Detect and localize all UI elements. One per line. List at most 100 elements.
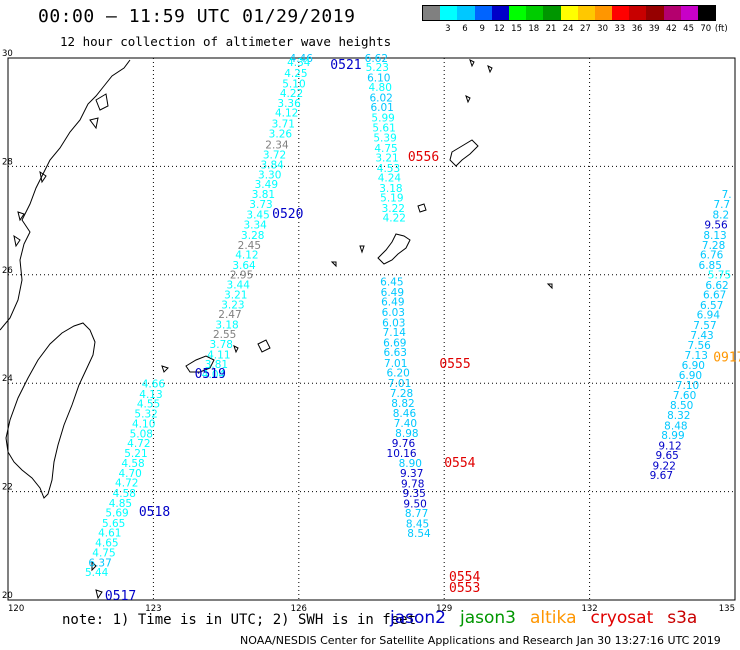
page-subtitle: 12 hour collection of altimeter wave hei… xyxy=(60,34,392,49)
wave-height-value: 9.35 xyxy=(402,488,425,500)
wave-height-value: 8.50 xyxy=(670,400,693,412)
wave-height-value: 8.2 xyxy=(712,209,729,221)
satellite-jason3: jason3 xyxy=(460,608,516,628)
wave-height-value: 4.85 xyxy=(109,498,132,510)
legend-label: 18 xyxy=(528,24,540,34)
wave-height-value: 7.56 xyxy=(687,340,711,352)
wave-height-value: 3.84 xyxy=(260,160,284,172)
wave-height-value: 6.62 xyxy=(365,53,388,65)
legend-label: 42 xyxy=(665,24,677,34)
wave-height-value: 6.76 xyxy=(700,250,724,262)
wave-height-value: 4.34 xyxy=(287,57,311,69)
legend-label: 70 xyxy=(700,24,712,34)
wave-height-value: 9.50 xyxy=(403,498,426,510)
legend-swatch xyxy=(698,6,716,20)
wave-height-value: 4.72 xyxy=(115,478,138,490)
credit-line: NOAA/NESDIS Center for Satellite Applica… xyxy=(240,634,721,647)
wave-height-value: 5.69 xyxy=(105,508,128,520)
satellite-s3a: s3a xyxy=(667,608,698,628)
wave-height-value: 3.49 xyxy=(255,179,278,191)
wave-height-value: 6.03 xyxy=(382,317,405,329)
china-coastline xyxy=(0,59,131,331)
legend-label: 30 xyxy=(597,24,609,34)
wave-height-value: 6.94 xyxy=(697,310,721,322)
axis-tick-labels: 120 123 126 129 132 135 30 28 26 24 22 20 xyxy=(2,49,735,614)
taiwan-coastline xyxy=(5,322,96,499)
wave-height-value: 6.90 xyxy=(679,370,702,382)
wave-height-value: 3.34 xyxy=(243,220,267,232)
wave-height-value: 4.10 xyxy=(132,419,155,431)
wave-height-value: 5.75 xyxy=(708,270,731,282)
wave-height-value: 6.63 xyxy=(384,347,407,359)
wave-height-value: 9.56 xyxy=(704,220,728,232)
pass-label: 0553 xyxy=(449,581,480,596)
wave-height-value: 3.36 xyxy=(277,98,301,110)
legend-swatches xyxy=(422,5,717,21)
wave-height-value: 4.22 xyxy=(280,88,303,100)
wave-height-value: 4.13 xyxy=(139,389,162,401)
legend-labels: 3 6 9 12 15 18 21 24 27 30 33 36 39 42 45 70 (ft) xyxy=(422,21,728,35)
wave-height-value: 6.45 xyxy=(380,277,403,289)
wave-height-tracks: 4.464.344.255.104.223.364.123.713.262.34… xyxy=(85,53,732,579)
legend-label: 6 xyxy=(462,24,468,34)
wave-height-value: 3.30 xyxy=(258,169,281,181)
wave-height-value: 4.04 xyxy=(202,369,226,381)
wave-height-value: 7.28 xyxy=(390,388,413,400)
wave-height-value: 4.75 xyxy=(374,143,397,155)
lat-tick-label: 24 xyxy=(2,374,13,384)
wave-height-value: 4.55 xyxy=(137,399,160,411)
wave-height-value: 3.21 xyxy=(375,153,398,165)
wave-height-value: 9.78 xyxy=(401,478,424,490)
satellite-list: jason2 jason3 altika cryosat s3a xyxy=(390,608,711,628)
legend-swatch xyxy=(646,6,664,20)
wave-height-value: 4.61 xyxy=(98,528,121,540)
wave-height-value: 7.01 xyxy=(384,358,407,370)
wave-height-value: 6.01 xyxy=(370,102,393,114)
wave-height-value: 2.55 xyxy=(213,329,236,341)
wave-height-value: 5.44 xyxy=(85,567,109,579)
wave-height-value: 10.16 xyxy=(387,448,417,460)
pass-labels: 0521055605200519055505540518091705540553… xyxy=(105,58,740,604)
wave-height-value: 5.32 xyxy=(134,408,157,420)
wave-height-value: 7.01 xyxy=(388,378,411,390)
pass-label: 0521 xyxy=(330,58,361,73)
wave-height-value: 3.78 xyxy=(210,339,233,351)
pass-label: 0556 xyxy=(408,150,439,165)
wave-height-value: 7.40 xyxy=(394,418,417,430)
legend-swatch xyxy=(577,6,595,20)
pass-label: 0518 xyxy=(139,505,170,520)
wave-height-value: 9.22 xyxy=(653,460,676,472)
color-legend: 3 6 9 12 15 18 21 24 27 30 33 36 39 42 45 70 (ft) xyxy=(422,5,728,35)
wave-height-value: 3.22 xyxy=(382,203,405,215)
wave-height-value: 7.60 xyxy=(673,390,696,402)
wave-height-value: 7.57 xyxy=(693,320,716,332)
legend-label: 24 xyxy=(562,24,574,34)
wave-height-value: 4.66 xyxy=(142,379,166,391)
wave-height-value: 8.48 xyxy=(664,420,687,432)
wave-height-value: 3.72 xyxy=(263,149,286,161)
legend-label: 36 xyxy=(631,24,643,34)
wave-height-value: 3.71 xyxy=(272,118,295,130)
wave-height-value: 4.46 xyxy=(290,53,314,65)
lon-tick-label: 132 xyxy=(581,604,597,614)
wave-height-value: 3.21 xyxy=(224,290,247,302)
legend-swatch xyxy=(457,6,475,20)
wave-height-value: 4.75 xyxy=(92,548,115,560)
wave-height-value: 3.73 xyxy=(249,199,272,211)
legend-swatch xyxy=(629,6,647,20)
wave-height-value: 4.12 xyxy=(275,108,298,120)
lon-tick-label: 120 xyxy=(8,604,24,614)
legend-swatch xyxy=(612,6,630,20)
wave-height-value: 6.62 xyxy=(705,280,728,292)
wave-height-value: 2.95 xyxy=(230,270,253,282)
satellite-altika: altika xyxy=(530,608,577,628)
wave-height-value: 5.65 xyxy=(102,518,125,530)
page-title: 00:00 – 11:59 UTC 01/29/2019 xyxy=(38,6,356,27)
wave-height-value: 8.54 xyxy=(407,528,431,540)
wave-height-value: 7.14 xyxy=(383,327,407,339)
legend-swatch xyxy=(423,6,441,20)
legend-swatch xyxy=(680,6,698,20)
legend-swatch xyxy=(440,6,458,20)
wave-height-value: 4.12 xyxy=(235,250,258,262)
wave-height-value: 9.76 xyxy=(392,438,416,450)
